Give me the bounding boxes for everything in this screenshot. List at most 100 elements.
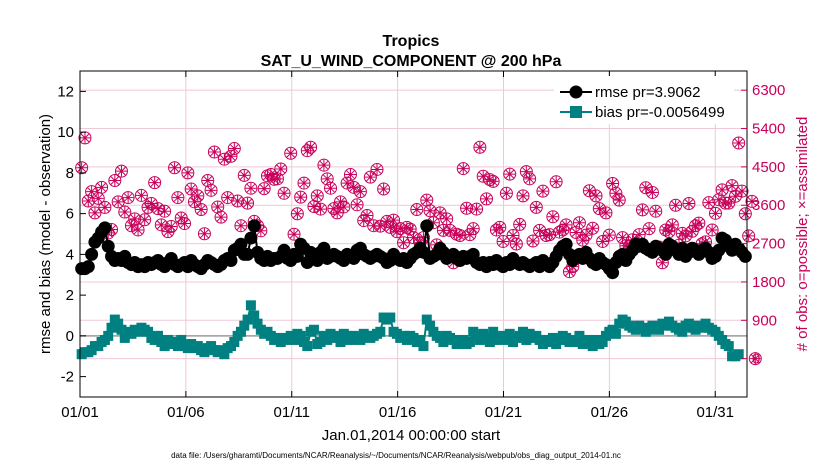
x-tick-label-6: 01/31 [696, 404, 734, 421]
obs-possible-point [363, 170, 377, 184]
obs-assimilated-point [79, 132, 91, 144]
bias-point [415, 334, 426, 345]
bias-point [252, 318, 263, 329]
obs-possible-point [559, 218, 573, 232]
obs-assimilated-point [547, 211, 559, 223]
obs-assimilated-point [338, 201, 350, 213]
obs-assimilated-point [132, 224, 144, 236]
x-tick-label-1: 01/06 [167, 404, 205, 421]
obs-assimilated-point [484, 174, 496, 186]
bias-point [159, 341, 170, 352]
bias-point [176, 334, 187, 345]
bias-point [518, 326, 529, 337]
obs-possible-point [669, 198, 683, 212]
rmse-point [101, 239, 115, 253]
obs-assimilated-point [693, 217, 705, 229]
obs-possible-point [227, 142, 241, 156]
x-axis-label: Jan.01,2014 00:00:00 start [322, 427, 501, 444]
obs-possible-point [473, 140, 487, 154]
rmse-point [85, 247, 99, 261]
obs-assimilated-point [364, 171, 376, 183]
obs-assimilated-point [278, 187, 290, 199]
obs-possible-point [241, 196, 255, 210]
obs-assimilated-point [99, 201, 111, 213]
obs-assimilated-point [636, 204, 648, 216]
obs-assimilated-point [550, 176, 562, 188]
bias-point [249, 310, 260, 321]
obs-assimilated-point [388, 214, 400, 226]
obs-assimilated-point [554, 226, 566, 238]
obs-possible-point [154, 218, 168, 232]
bias-point [219, 349, 230, 360]
y2-tick-label-7: 6300 [752, 82, 785, 99]
obs-assimilated-point [149, 177, 161, 189]
obs-possible-point [519, 165, 533, 179]
obs-assimilated-point [739, 208, 751, 220]
obs-assimilated-point [424, 205, 436, 217]
obs-possible-point [317, 158, 331, 172]
obs-assimilated-point [238, 169, 250, 181]
obs-possible-point [75, 161, 89, 175]
obs-assimilated-point [441, 213, 453, 225]
obs-assimilated-point [112, 196, 124, 208]
bias-point [116, 324, 127, 335]
bias-point [501, 334, 512, 345]
obs-possible-point [543, 228, 557, 242]
obs-possible-point [536, 184, 550, 198]
bias-point [547, 332, 558, 343]
obs-assimilated-point [613, 194, 625, 206]
rmse-point [559, 237, 573, 251]
obs-assimilated-point [510, 238, 522, 250]
obs-possible-point [184, 182, 198, 196]
obs-possible-point [516, 189, 530, 203]
obs-assimilated-point [540, 229, 552, 241]
obs-possible-point [237, 168, 251, 182]
obs-possible-point [665, 218, 679, 232]
legend-rmse-label: rmse pr=3.9062 [595, 84, 700, 101]
x-tick-label-0: 01/01 [61, 404, 99, 421]
obs-possible-point [513, 217, 527, 231]
obs-assimilated-point [573, 217, 585, 229]
y2-tick-label-5: 4500 [752, 159, 785, 176]
y2-axis-ticks: 0 900 1800 2700 3600 4500 5400 6300 [741, 82, 785, 368]
obs-possible-point [211, 200, 225, 214]
obs-assimilated-point [228, 143, 240, 155]
rmse-point [712, 243, 726, 257]
obs-possible-point [294, 190, 308, 204]
obs-assimilated-point [404, 223, 416, 235]
obs-possible-point [582, 184, 596, 198]
obs-possible-point [579, 228, 593, 242]
bias-point [106, 322, 117, 333]
obs-possible-point [88, 206, 102, 220]
obs-possible-point [659, 223, 673, 237]
obs-assimilated-point [517, 190, 529, 202]
rmse-point [606, 266, 620, 280]
obs-possible-point [164, 220, 178, 234]
obs-assimilated-point [374, 220, 386, 232]
obs-possible-point [141, 200, 155, 214]
bias-point [425, 320, 436, 331]
obs-assimilated-point [139, 214, 151, 226]
obs-possible-point [134, 188, 148, 202]
obs-assimilated-point [451, 228, 463, 240]
obs-assimilated-point [378, 183, 390, 195]
obs-assimilated-point [265, 169, 277, 181]
obs-possible-point [546, 210, 560, 224]
data-file-footnote: data file: /Users/gharamti/Documents/NCA… [171, 451, 621, 460]
obs-assimilated-point [311, 190, 323, 202]
bias-point [474, 334, 485, 345]
obs-assimilated-point [680, 230, 692, 242]
bias-point [103, 330, 114, 341]
obs-assimilated-point [481, 193, 493, 205]
rmse-point [81, 260, 95, 274]
obs-assimilated-point [361, 209, 373, 221]
obs-assimilated-point [159, 205, 171, 217]
bias-point [315, 336, 326, 347]
rmse-point [241, 247, 255, 261]
bias-point [421, 314, 432, 325]
obs-assimilated-point [743, 230, 755, 242]
obs-assimilated-point [381, 215, 393, 227]
obs-assimilated-point [607, 178, 619, 190]
obs-assimilated-point [663, 226, 675, 238]
obs-possible-point [95, 180, 109, 194]
